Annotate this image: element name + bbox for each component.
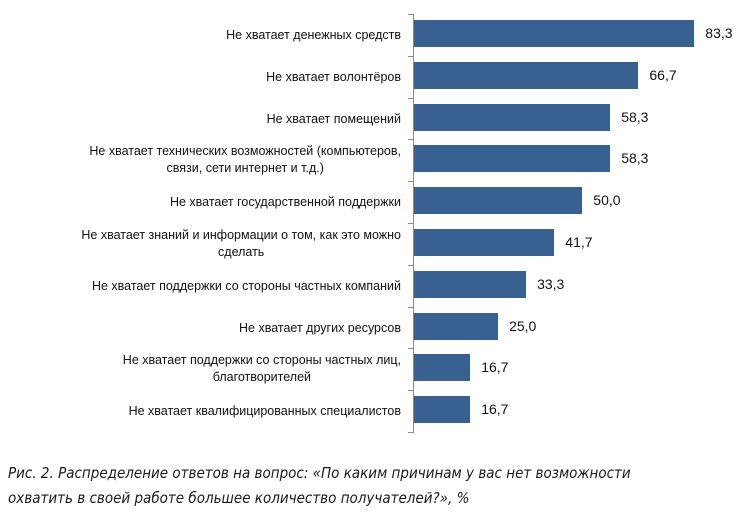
category-label-line: благотворителей xyxy=(212,370,312,384)
axis-tick xyxy=(408,139,414,140)
category-label-line: Не хватает государственной поддержки xyxy=(169,194,401,209)
caption-line-1: Рис. 2. Распределение ответов на вопрос:… xyxy=(8,464,631,482)
horizontal-bar-chart: Не хватает денежных средств 83,3 Не хватае… xyxy=(0,14,750,433)
axis-tick xyxy=(408,56,414,57)
category-label-line: Не хватает поддержки со стороны частных … xyxy=(122,353,401,367)
category-label: Не хватает технических возможностей (ком… xyxy=(21,139,401,181)
bar-row: Не хватает государственной поддержки 50,0 xyxy=(0,181,750,223)
bar xyxy=(414,229,555,256)
category-label-line: Не хватает денежных средств xyxy=(226,27,401,42)
category-label-line: Не хватает волонтёров xyxy=(266,69,401,84)
bar xyxy=(414,145,611,172)
bar-row: Не хватает технических возможностей (ком… xyxy=(0,139,750,181)
category-label: Не хватает квалифицированных специалисто… xyxy=(21,390,401,432)
category-label: Не хватает других ресурсов xyxy=(21,307,401,349)
bar-row: Не хватает помещений 58,3 xyxy=(0,98,750,140)
bar xyxy=(414,20,695,47)
axis-tick xyxy=(408,181,414,182)
value-label: 58,3 xyxy=(621,109,649,125)
axis-tick xyxy=(408,98,414,99)
category-label-line: Не хватает квалифицированных специалисто… xyxy=(128,403,401,418)
bar xyxy=(414,104,611,131)
value-label: 58,3 xyxy=(621,150,649,166)
bar-row: Не хватает волонтёров 66,7 xyxy=(0,56,750,98)
value-label: 16,7 xyxy=(481,359,509,375)
category-label: Не хватает поддержки со стороны частных … xyxy=(21,348,401,390)
bar-row: Не хватает квалифицированных специалисто… xyxy=(0,390,750,432)
axis-tick xyxy=(408,307,414,308)
category-label-line: Не хватает технических возможностей (ком… xyxy=(89,144,401,158)
axis-tick xyxy=(408,390,414,391)
bar-row: Не хватает поддержки со стороны частных … xyxy=(0,348,750,390)
axis-tick xyxy=(408,223,414,224)
category-label-line: сделать xyxy=(218,245,265,259)
category-label-line: Не хватает поддержки со стороны частных … xyxy=(91,278,401,293)
category-label: Не хватает волонтёров xyxy=(21,56,401,98)
bar xyxy=(414,271,527,298)
axis-tick xyxy=(408,14,414,15)
bar xyxy=(414,396,471,423)
category-label: Не хватает поддержки со стороны частных … xyxy=(21,265,401,307)
category-label-line: связи, сети интернет и т.д.) xyxy=(166,161,324,175)
value-label: 41,7 xyxy=(565,234,593,250)
bar-row: Не хватает знаний и информации о том, ка… xyxy=(0,223,750,265)
category-label-line: Не хватает знаний и информации о том, ка… xyxy=(81,228,401,242)
axis-tick xyxy=(408,432,414,433)
value-label: 16,7 xyxy=(481,401,509,417)
bar xyxy=(414,62,639,89)
category-label-line: Не хватает помещений xyxy=(266,111,401,126)
caption-line-2: охватить в своей работе большее количест… xyxy=(8,489,470,507)
value-label: 66,7 xyxy=(649,67,677,83)
value-label: 25,0 xyxy=(509,318,537,334)
value-label: 33,3 xyxy=(537,276,565,292)
bar-row: Не хватает других ресурсов 25,0 xyxy=(0,307,750,349)
bar xyxy=(414,187,583,214)
value-label: 50,0 xyxy=(593,192,621,208)
category-label: Не хватает денежных средств xyxy=(21,14,401,56)
bar-row: Не хватает поддержки со стороны частных … xyxy=(0,265,750,307)
category-label: Не хватает государственной поддержки xyxy=(21,181,401,223)
axis-tick xyxy=(408,265,414,266)
category-label: Не хватает помещений xyxy=(21,98,401,140)
category-label-line: Не хватает других ресурсов xyxy=(239,320,401,335)
bar xyxy=(414,354,471,381)
figure-caption: Рис. 2. Распределение ответов на вопрос:… xyxy=(8,461,674,511)
value-label: 83,3 xyxy=(705,25,733,41)
category-label: Не хватает знаний и информации о том, ка… xyxy=(21,223,401,265)
axis-tick xyxy=(408,348,414,349)
bar xyxy=(414,313,499,340)
bar-row: Не хватает денежных средств 83,3 xyxy=(0,14,750,56)
